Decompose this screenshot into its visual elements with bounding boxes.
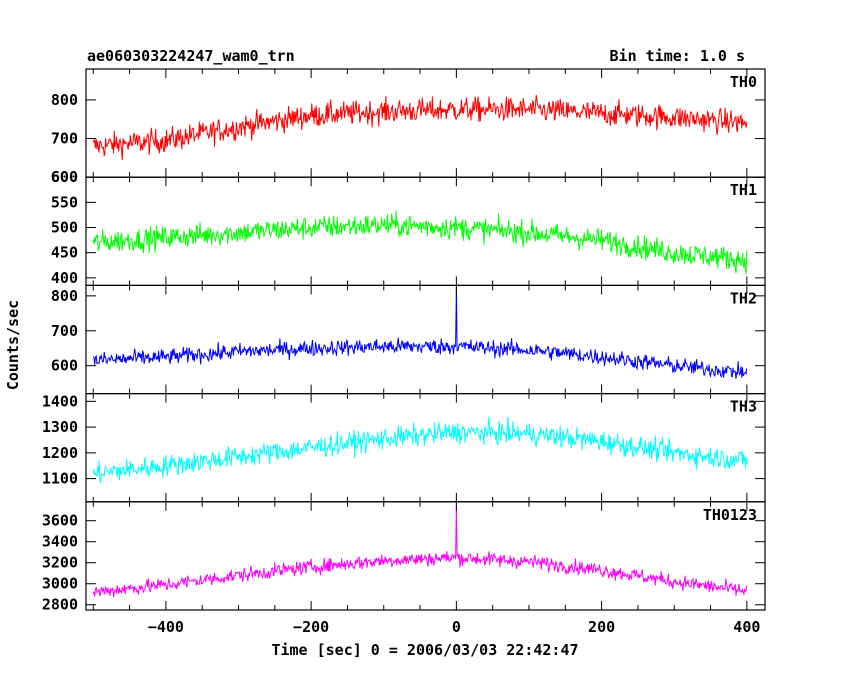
y-tick-label: 1200 — [42, 444, 78, 462]
series-line-th0 — [92, 95, 748, 160]
y-tick-label: 400 — [51, 269, 78, 287]
x-tick-label: 0 — [452, 618, 461, 636]
y-tick-label: 1400 — [42, 392, 78, 410]
panel-label-th0123: TH0123 — [703, 506, 757, 524]
y-tick-label: 600 — [51, 168, 78, 186]
panel-frame-th0 — [85, 68, 766, 178]
x-axis-label: Time [sec] 0 = 2006/03/03 22:42:47 — [271, 641, 578, 659]
series-line-th3 — [92, 417, 748, 483]
panel-label-th2: TH2 — [730, 289, 757, 307]
panel-frame-th2 — [85, 284, 766, 395]
panels-group: TH0600700800TH1400450500550600TH26007008… — [42, 68, 766, 636]
x-tick-label: 400 — [733, 618, 760, 636]
series-line-th2 — [92, 285, 748, 379]
panel-frame-th1 — [85, 176, 766, 286]
y-tick-label: 450 — [51, 244, 78, 262]
y-tick-label: 700 — [51, 130, 78, 148]
y-tick-label: 600 — [51, 357, 78, 375]
y-tick-label: 3400 — [42, 533, 78, 551]
series-line-th0123 — [92, 504, 748, 598]
y-tick-label: 3200 — [42, 554, 78, 572]
x-tick-label: 200 — [588, 618, 615, 636]
y-tick-label: 700 — [51, 322, 78, 340]
bin-time-label: Bin time: 1.0 s — [610, 47, 745, 65]
panel-label-th1: TH1 — [730, 181, 757, 199]
x-tick-label: −200 — [293, 618, 329, 636]
y-tick-label: 600 — [51, 168, 78, 186]
y-tick-label: 3600 — [42, 512, 78, 530]
y-axis-label: Counts/sec — [4, 300, 22, 390]
panel-label-th0: TH0 — [730, 73, 757, 91]
x-tick-label: −400 — [148, 618, 184, 636]
chart-title: ae060303224247_wam0_trn — [87, 47, 295, 65]
y-tick-label: 3000 — [42, 575, 78, 593]
y-tick-label: 500 — [51, 219, 78, 237]
y-tick-label: 800 — [51, 287, 78, 305]
series-line-th1 — [92, 210, 748, 275]
y-tick-label: 800 — [51, 91, 78, 109]
y-tick-label: 1300 — [42, 418, 78, 436]
y-tick-label: 2800 — [42, 596, 78, 614]
panel-frame-th0123 — [85, 501, 766, 611]
y-tick-label: 1100 — [42, 470, 78, 488]
y-tick-label: 550 — [51, 193, 78, 211]
panel-label-th3: TH3 — [730, 398, 757, 416]
